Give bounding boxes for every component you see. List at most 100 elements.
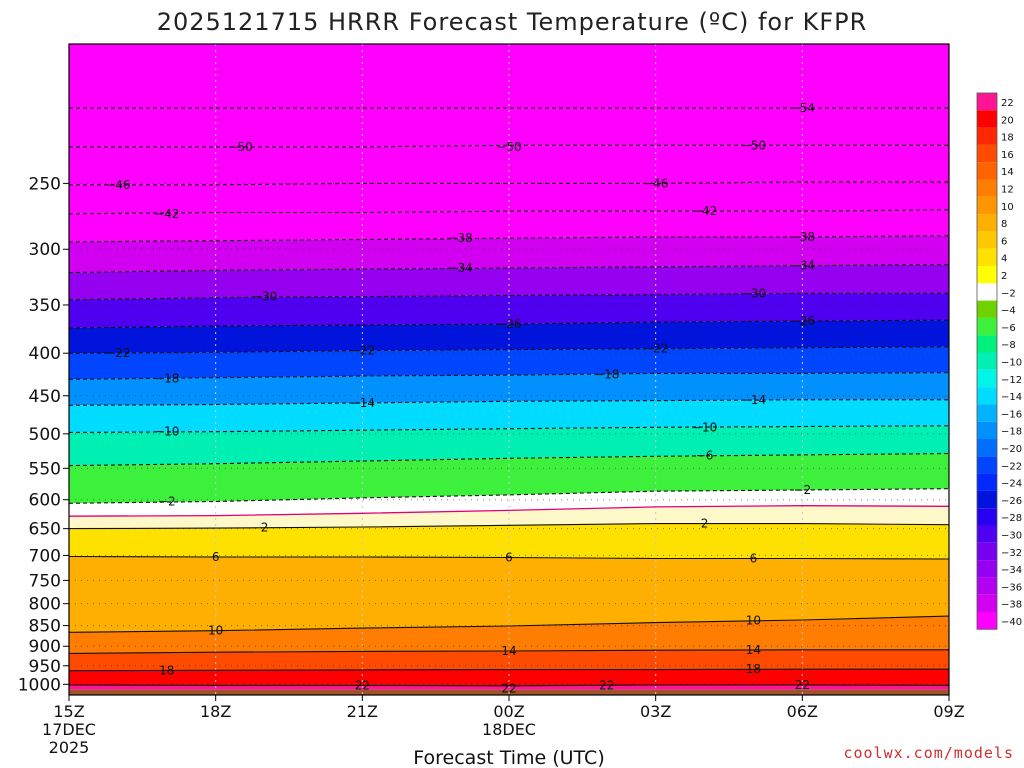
contour-label: −38 xyxy=(447,231,472,245)
colorbar-label: 2 xyxy=(1001,271,1007,282)
y-tick-label: 700 xyxy=(29,546,61,566)
contour-label: 6 xyxy=(750,552,758,566)
colorbar-label: −16 xyxy=(1001,409,1022,420)
colorbar-label: −28 xyxy=(1001,513,1022,524)
colorbar-label: −34 xyxy=(1001,565,1022,576)
contour-label-text: −34 xyxy=(790,259,815,273)
colorbar-label: −36 xyxy=(1001,582,1022,593)
colorbar-swatch xyxy=(977,144,997,163)
contour-label-text: −18 xyxy=(154,371,179,385)
contour-label-text: −42 xyxy=(154,207,179,221)
colorbar-swatch xyxy=(977,266,997,284)
temp-band xyxy=(69,505,949,529)
colorbar-swatch xyxy=(977,352,997,370)
contour-label-text: 18 xyxy=(746,662,761,676)
contour-label-text: 14 xyxy=(746,643,761,657)
colorbar-swatch xyxy=(977,560,997,578)
y-tick-label: 850 xyxy=(29,617,61,637)
colorbar-swatch xyxy=(977,300,997,318)
colorbar-label: 18 xyxy=(1001,133,1014,144)
contour-label: 22 xyxy=(795,678,810,692)
contour-label-text: −22 xyxy=(643,342,668,356)
colorbar-swatch xyxy=(977,473,997,491)
contour-label: −10 xyxy=(692,420,717,434)
y-tick-label: 650 xyxy=(29,520,61,540)
contour-label: −22 xyxy=(350,343,375,357)
contour-label: −50 xyxy=(496,140,521,154)
contour-label: −22 xyxy=(643,342,668,356)
y-tick-label: 400 xyxy=(29,344,61,364)
contour-label-text: −30 xyxy=(252,290,277,304)
colorbar-label: −24 xyxy=(1001,479,1022,490)
grid-lines xyxy=(69,44,949,695)
contour-label: 18 xyxy=(159,663,174,677)
contour-label-text: −30 xyxy=(741,286,766,300)
colorbar-swatch xyxy=(977,231,997,249)
isotherm-line xyxy=(69,523,949,530)
contour-label: 14 xyxy=(746,643,761,657)
colorbar-label: 22 xyxy=(1001,98,1014,109)
colorbar-label: −32 xyxy=(1001,548,1022,559)
temp-band xyxy=(69,523,949,559)
colorbar-label: 8 xyxy=(1001,219,1007,230)
contour-label: 2 xyxy=(701,517,709,531)
contour-label-text: −10 xyxy=(154,425,179,439)
credit-watermark: coolwx.com/models xyxy=(843,744,1014,762)
contour-label: 2 xyxy=(261,521,269,535)
temp-band xyxy=(69,264,949,300)
colorbar-label: −40 xyxy=(1001,617,1022,628)
y-tick-label: 1000 xyxy=(18,675,61,695)
contour-label-text: 2 xyxy=(261,521,269,535)
contour-label-text: 22 xyxy=(599,678,614,692)
contour-label: −42 xyxy=(692,204,717,218)
contour-label-text: −14 xyxy=(350,396,375,410)
y-tick-label: 950 xyxy=(29,657,61,677)
contour-label-text: −2 xyxy=(158,495,176,509)
colorbar-swatch xyxy=(977,317,997,336)
colorbar: 22 20 18 16 14 12 10 8 6 4 2 −2 −4 −6 −8 −10 −12 −14 −16 −1… xyxy=(976,92,1022,630)
contour-label-text: −38 xyxy=(447,231,472,245)
colorbar-swatch xyxy=(977,525,997,543)
colorbar-swatch xyxy=(977,110,997,128)
colorbar-swatch xyxy=(977,214,997,232)
temp-band xyxy=(69,320,949,354)
contour-label-text: −26 xyxy=(496,317,521,331)
isotherm-contours xyxy=(69,107,949,687)
contour-label-text: −50 xyxy=(227,140,252,154)
temp-band xyxy=(69,108,949,147)
contour-label: 18 xyxy=(746,662,761,676)
contour-label: −2 xyxy=(158,495,176,509)
colorbar-swatch xyxy=(977,179,997,197)
x-tick-label: 18Z xyxy=(200,702,231,721)
contour-label-text: 14 xyxy=(501,644,516,658)
chart-title: 2025121715 HRRR Forecast Temperature (ºC… xyxy=(157,8,868,36)
colorbar-label: −6 xyxy=(1001,323,1016,334)
contour-label-text: −6 xyxy=(696,449,714,463)
colorbar-swatch xyxy=(977,594,997,612)
colorbar-label: 6 xyxy=(1001,236,1007,247)
contour-label-text: 10 xyxy=(746,613,761,627)
isotherm-line xyxy=(69,684,949,687)
colorbar-label: −22 xyxy=(1001,461,1022,472)
colorbar-label: −30 xyxy=(1001,531,1022,542)
contour-label-text: 10 xyxy=(208,624,223,638)
x-tick-label: 2025 xyxy=(49,738,90,757)
colorbar-label: 20 xyxy=(1001,115,1014,126)
contour-label: 22 xyxy=(355,678,370,692)
contour-labels: −54 −50 −50 −50 −46 −46 −42 −42 −38 −38 −34 −34 −30 −… xyxy=(105,101,815,696)
contour-label-text: −2 xyxy=(793,483,811,497)
colorbar-swatch xyxy=(977,508,997,526)
contour-label: −26 xyxy=(790,314,815,328)
x-tick-label: 15Z xyxy=(53,702,84,721)
contour-label: 22 xyxy=(599,678,614,692)
contour-label-text: −10 xyxy=(692,420,717,434)
colorbar-swatch xyxy=(977,404,997,422)
temp-band xyxy=(69,669,949,686)
contour-label-text: 2 xyxy=(701,517,709,531)
contour-label-text: −50 xyxy=(741,138,766,152)
colorbar-swatch xyxy=(977,439,997,457)
temp-band xyxy=(69,488,949,517)
contour-label: 6 xyxy=(212,550,220,564)
colorbar-label: −26 xyxy=(1001,496,1022,507)
contour-label: −18 xyxy=(594,367,619,381)
